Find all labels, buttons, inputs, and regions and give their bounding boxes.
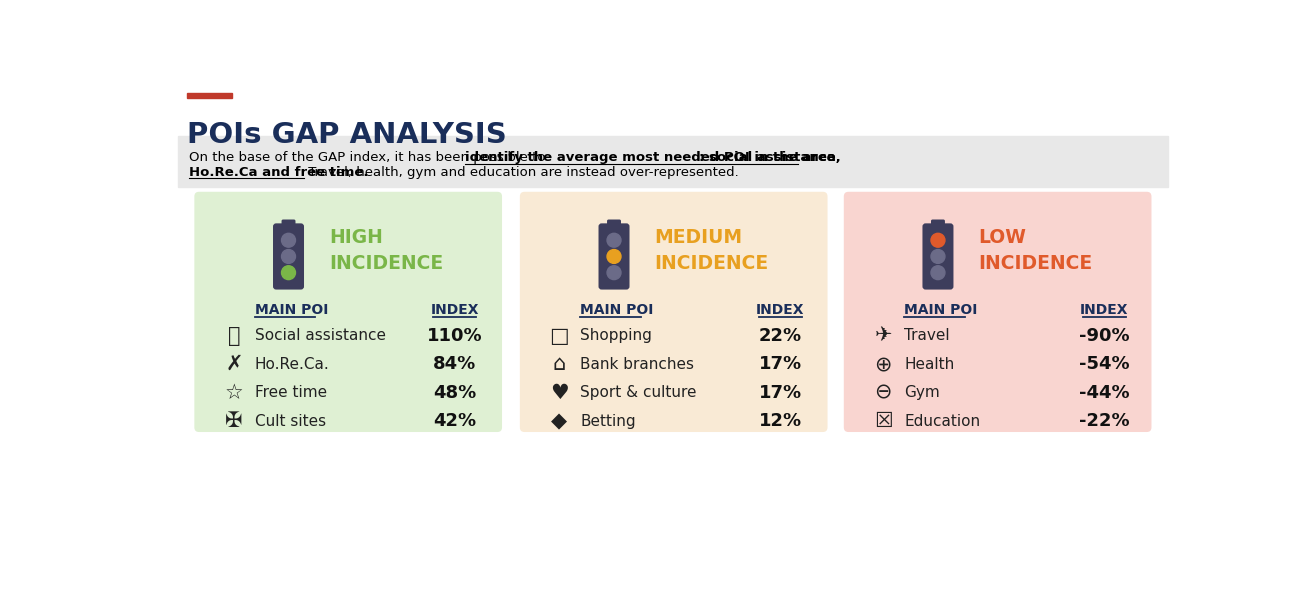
Text: INDEX: INDEX bbox=[756, 303, 805, 317]
Text: MAIN POI: MAIN POI bbox=[255, 303, 328, 317]
Circle shape bbox=[931, 266, 945, 279]
FancyBboxPatch shape bbox=[599, 223, 629, 290]
Text: Sport & culture: Sport & culture bbox=[580, 386, 697, 400]
Text: -44%: -44% bbox=[1079, 384, 1129, 402]
Text: -54%: -54% bbox=[1079, 355, 1129, 373]
Text: Travel, health, gym and education are instead over-represented.: Travel, health, gym and education are in… bbox=[303, 166, 738, 179]
Text: ✈: ✈ bbox=[874, 326, 892, 346]
Circle shape bbox=[607, 249, 621, 264]
Text: -90%: -90% bbox=[1079, 327, 1129, 345]
Text: identify the average most needed POI in the area: identify the average most needed POI in … bbox=[465, 151, 835, 165]
Text: Betting: Betting bbox=[580, 414, 635, 429]
Text: ☒: ☒ bbox=[874, 411, 893, 431]
Text: Bank branches: Bank branches bbox=[580, 357, 695, 371]
Bar bbox=[188, 93, 232, 98]
Text: INDEX: INDEX bbox=[431, 303, 479, 317]
Text: 42%: 42% bbox=[433, 412, 477, 430]
FancyBboxPatch shape bbox=[273, 223, 305, 290]
Text: Travel: Travel bbox=[905, 328, 949, 343]
Text: INDEX: INDEX bbox=[1081, 303, 1128, 317]
Text: ✠: ✠ bbox=[225, 411, 243, 431]
Text: Free time: Free time bbox=[255, 386, 327, 400]
Circle shape bbox=[281, 249, 295, 264]
Text: ⊕: ⊕ bbox=[874, 354, 892, 375]
Text: Cult sites: Cult sites bbox=[255, 414, 326, 429]
Text: Health: Health bbox=[905, 357, 955, 371]
Text: ☆: ☆ bbox=[225, 382, 243, 403]
Text: Ho.Re.Ca.: Ho.Re.Ca. bbox=[255, 357, 330, 371]
Circle shape bbox=[931, 249, 945, 264]
Circle shape bbox=[607, 233, 621, 247]
Text: On the base of the GAP index, it has been possible to: On the base of the GAP index, it has bee… bbox=[189, 151, 550, 165]
FancyBboxPatch shape bbox=[607, 220, 621, 231]
Text: LOW
INCIDENCE: LOW INCIDENCE bbox=[978, 228, 1092, 273]
Text: Education: Education bbox=[905, 414, 981, 429]
Text: Gym: Gym bbox=[905, 386, 940, 400]
Text: ⌂: ⌂ bbox=[553, 354, 566, 375]
Text: Social assistance: Social assistance bbox=[255, 328, 386, 343]
FancyBboxPatch shape bbox=[923, 223, 953, 290]
Text: MAIN POI: MAIN POI bbox=[580, 303, 654, 317]
Text: Ho.Re.Ca and free time.: Ho.Re.Ca and free time. bbox=[189, 166, 369, 179]
FancyBboxPatch shape bbox=[281, 220, 295, 231]
Circle shape bbox=[931, 233, 945, 247]
FancyBboxPatch shape bbox=[931, 220, 945, 231]
Text: ✋: ✋ bbox=[227, 326, 240, 346]
Text: 17%: 17% bbox=[759, 384, 802, 402]
Text: ♥: ♥ bbox=[550, 382, 569, 403]
Text: 110%: 110% bbox=[427, 327, 483, 345]
Text: -22%: -22% bbox=[1079, 412, 1129, 430]
Text: MAIN POI: MAIN POI bbox=[905, 303, 978, 317]
Text: Shopping: Shopping bbox=[580, 328, 653, 343]
Text: 12%: 12% bbox=[759, 412, 802, 430]
Text: POIs GAP ANALYSIS: POIs GAP ANALYSIS bbox=[188, 121, 507, 149]
FancyBboxPatch shape bbox=[844, 192, 1152, 432]
Text: 48%: 48% bbox=[433, 384, 477, 402]
FancyBboxPatch shape bbox=[520, 192, 827, 432]
Text: 84%: 84% bbox=[433, 355, 477, 373]
Circle shape bbox=[607, 266, 621, 279]
Text: HIGH
INCIDENCE: HIGH INCIDENCE bbox=[328, 228, 442, 273]
Text: MEDIUM
INCIDENCE: MEDIUM INCIDENCE bbox=[654, 228, 768, 273]
Text: ⊖: ⊖ bbox=[874, 382, 892, 403]
FancyBboxPatch shape bbox=[194, 192, 502, 432]
Text: 17%: 17% bbox=[759, 355, 802, 373]
Text: 22%: 22% bbox=[759, 327, 802, 345]
Text: □: □ bbox=[550, 326, 570, 346]
Bar bbox=[179, 137, 1167, 187]
Circle shape bbox=[281, 233, 295, 247]
Text: ◆: ◆ bbox=[551, 411, 567, 431]
Text: : social assistance,: : social assistance, bbox=[699, 151, 840, 165]
Circle shape bbox=[281, 266, 295, 279]
Text: ✗: ✗ bbox=[225, 354, 243, 375]
